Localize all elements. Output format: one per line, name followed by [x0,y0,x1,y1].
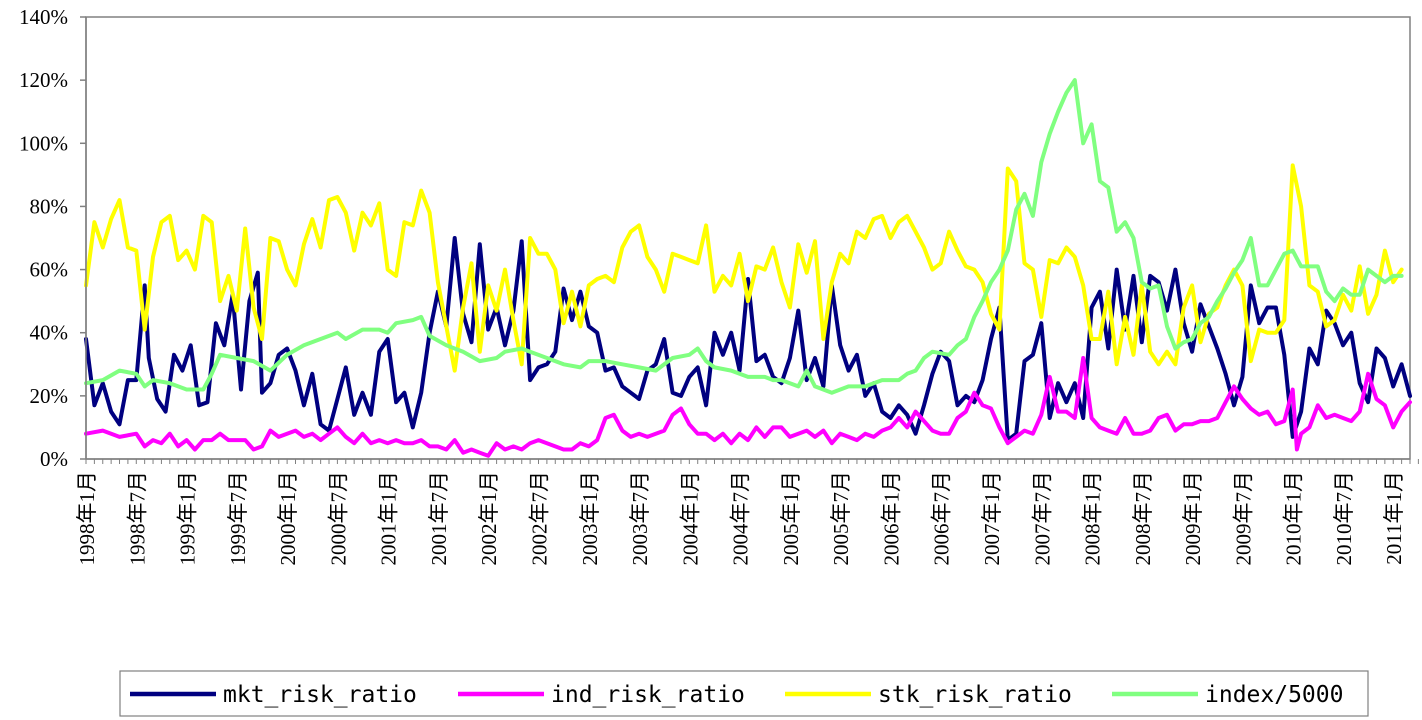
legend-label: ind_risk_ratio [551,682,745,708]
x-tick-label: 2002年1月 [477,471,501,566]
y-tick-label: 80% [30,194,69,218]
x-tick-label: 2002年7月 [528,471,552,566]
y-tick-label: 20% [30,384,69,408]
x-tick-label: 2001年1月 [377,471,401,566]
y-tick-label: 140% [19,5,68,29]
x-tick-label: 1999年1月 [176,471,200,566]
y-axis: 0% 20% 40% 60% 80% 100% 120% 140% [19,5,87,471]
x-tick-label: 2010年1月 [1282,471,1306,566]
x-tick-label: 2000年7月 [326,471,350,566]
legend-label: mkt_risk_ratio [223,682,417,708]
plot-area [85,16,1411,460]
x-tick-label: 2008年1月 [1081,471,1105,566]
x-tick-label: 2005年1月 [779,471,803,566]
x-tick-label: 2007年1月 [980,471,1004,566]
x-axis: 1998年1月 1998年7月 1999年1月 1999年7月 2000年1月 2000年… [75,458,1419,566]
x-tick-label: 2004年7月 [729,471,753,566]
x-tick-label: 2008年7月 [1131,471,1155,566]
x-tick-label: 2006年1月 [879,471,903,566]
x-tick-label: 2004年1月 [678,471,702,566]
x-tick-label: 2005年7月 [829,471,853,566]
y-tick-label: 60% [30,258,69,282]
series-line-mkt-risk-ratio [84,236,1412,443]
series-line-stk-risk-ratio [84,163,1404,373]
x-tick-label: 2011年1月 [1382,471,1406,565]
x-tick-label: 2010年7月 [1332,471,1356,566]
legend-label: stk_risk_ratio [878,682,1072,708]
y-tick-label: 0% [40,447,68,471]
x-tick-label: 2006年7月 [930,471,954,566]
x-tick-label: 2007年7月 [1030,471,1054,566]
x-tick-label: 1998年1月 [75,471,99,566]
x-tick-label: 2000年1月 [276,471,300,566]
x-tick-label: 1998年7月 [125,471,149,566]
x-tick-label: 2009年1月 [1181,471,1205,566]
series-lines [84,78,1412,458]
series-line-ind-risk-ratio [84,356,1412,458]
y-tick-label: 120% [19,68,68,92]
legend-label: index/5000 [1205,682,1343,708]
x-tick-label: 2003年7月 [628,471,652,566]
plot-border [85,16,1411,460]
x-tick-label: 1999年7月 [226,471,250,566]
legend: mkt_risk_ratio ind_risk_ratio stk_risk_rat… [119,670,1369,717]
x-tick-label: 2001年7月 [427,471,451,566]
x-tick-label: 2009年7月 [1231,471,1255,566]
series-line-index-5000 [84,78,1404,395]
y-tick-label: 40% [30,321,69,345]
y-tick-label: 100% [19,131,68,155]
x-tick-label: 2003年1月 [578,471,602,566]
